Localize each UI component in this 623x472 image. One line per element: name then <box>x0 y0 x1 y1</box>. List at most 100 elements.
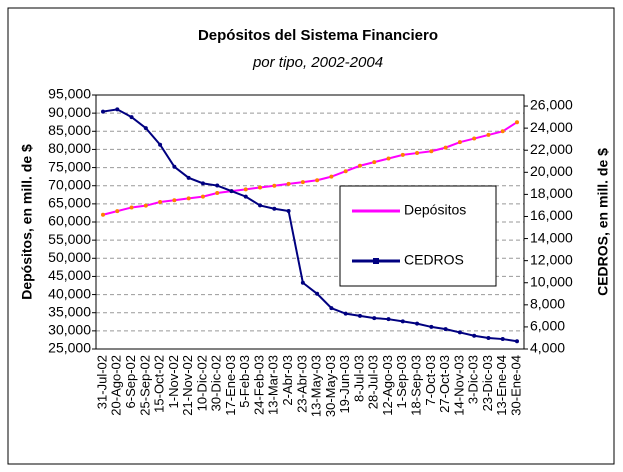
point <box>357 163 362 168</box>
y-tick-label: 80,000 <box>48 140 91 156</box>
x-tick-label: 28-Jul-03 <box>366 355 381 409</box>
point <box>215 183 220 188</box>
series-line <box>102 108 518 343</box>
x-tick-label: 19-Jun-03 <box>337 355 352 414</box>
x-tick-label: 15-Oct-02 <box>152 355 167 413</box>
point <box>186 196 191 201</box>
point <box>357 313 362 318</box>
x-tick-label: 1-Nov-02 <box>166 355 181 408</box>
point <box>443 145 448 150</box>
y2-axis-label: CEDROS, en mill. de $ <box>595 148 611 296</box>
legend-label: CEDROS <box>404 252 464 268</box>
point <box>429 149 434 154</box>
x-tick-label: 13-Ene-04 <box>494 355 509 416</box>
point <box>115 209 120 214</box>
y-tick-label: 95,000 <box>48 86 91 102</box>
x-tick-label: 14-Nov-03 <box>451 355 466 416</box>
y2-tick-label: 12,000 <box>530 251 573 267</box>
y-tick-label: 60,000 <box>48 213 91 229</box>
x-tick-label: 30-Ene-04 <box>508 355 523 416</box>
point <box>115 107 120 112</box>
point <box>300 280 305 285</box>
point <box>329 306 334 311</box>
x-tick-label: 17-Ene-03 <box>223 355 238 416</box>
y-tick-label: 25,000 <box>48 340 91 356</box>
point <box>443 327 448 332</box>
legend-marker <box>373 258 379 264</box>
point <box>315 291 320 296</box>
y2-tick-label: 22,000 <box>530 141 573 157</box>
y-tick-label: 45,000 <box>48 267 91 283</box>
point <box>172 164 177 169</box>
y2-tick-label: 4,000 <box>530 340 565 356</box>
point <box>158 200 163 205</box>
point <box>515 120 519 125</box>
y-tick-label: 65,000 <box>48 195 91 211</box>
x-tick-label: 6-Sep-02 <box>123 355 138 408</box>
point <box>258 185 263 190</box>
point <box>486 132 491 137</box>
y2-tick-label: 16,000 <box>530 207 573 223</box>
y-tick-label: 35,000 <box>48 303 91 319</box>
point <box>486 335 491 340</box>
y2-tick-label: 20,000 <box>530 163 573 179</box>
x-tick-label: 20-Ago-02 <box>109 355 124 416</box>
point <box>472 136 477 141</box>
point <box>172 198 177 203</box>
x-tick-label: 1-Sep-03 <box>394 355 409 408</box>
x-tick-label: 23-Abr-03 <box>294 355 309 413</box>
point <box>343 169 348 174</box>
point <box>315 178 320 183</box>
point <box>215 190 220 195</box>
y2-tick-label: 26,000 <box>530 97 573 113</box>
x-tick-label: 18-Sep-03 <box>409 355 424 416</box>
x-tick-label: 10-Dic-02 <box>194 355 209 411</box>
y-tick-label: 50,000 <box>48 249 91 265</box>
y2-tick-label: 10,000 <box>530 273 573 289</box>
y-tick-label: 85,000 <box>48 122 91 138</box>
legend-box <box>339 185 497 287</box>
y2-tick-label: 24,000 <box>530 119 573 135</box>
point <box>143 203 148 208</box>
point <box>200 194 205 199</box>
point <box>472 333 477 338</box>
x-tick-label: 8-Jul-03 <box>351 355 366 402</box>
point <box>129 205 134 210</box>
x-tick-label: 23-Dic-03 <box>480 355 495 411</box>
point <box>229 189 234 194</box>
point <box>429 324 434 329</box>
point <box>500 129 505 134</box>
y-axis-label: Depósitos, en mill. de $ <box>19 144 35 300</box>
point <box>400 319 405 324</box>
y-tick-label: 40,000 <box>48 285 91 301</box>
point <box>500 337 505 342</box>
x-tick-label: 21-Nov-02 <box>180 355 195 416</box>
y2-tick-label: 8,000 <box>530 296 565 312</box>
y-tick-label: 75,000 <box>48 158 91 174</box>
x-tick-label: 25-Sep-02 <box>137 355 152 416</box>
x-tick-label: 2-Abr-03 <box>280 355 295 406</box>
x-tick-label: 30-May-03 <box>323 355 338 417</box>
x-tick-label: 13-May-03 <box>309 355 324 417</box>
point <box>329 174 334 179</box>
point <box>400 152 405 157</box>
point <box>386 317 391 322</box>
y2-tick-label: 6,000 <box>530 318 565 334</box>
x-tick-label: 12-Ago-03 <box>380 355 395 416</box>
y-tick-label: 70,000 <box>48 176 91 192</box>
point <box>286 208 291 213</box>
point <box>243 194 248 199</box>
point <box>101 109 105 114</box>
point <box>372 160 377 165</box>
x-tick-label: 30-Dic-02 <box>209 355 224 411</box>
chart-subtitle: por tipo, 2002-2004 <box>252 54 383 71</box>
x-tick-label: 27-Oct-03 <box>437 355 452 413</box>
point <box>186 175 191 180</box>
point <box>415 151 420 156</box>
x-tick-label: 31-Jul-02 <box>94 355 109 409</box>
x-tick-label: 24-Feb-03 <box>251 355 266 415</box>
x-tick-label: 5-Feb-03 <box>237 355 252 408</box>
point <box>457 140 462 145</box>
point <box>200 181 205 186</box>
